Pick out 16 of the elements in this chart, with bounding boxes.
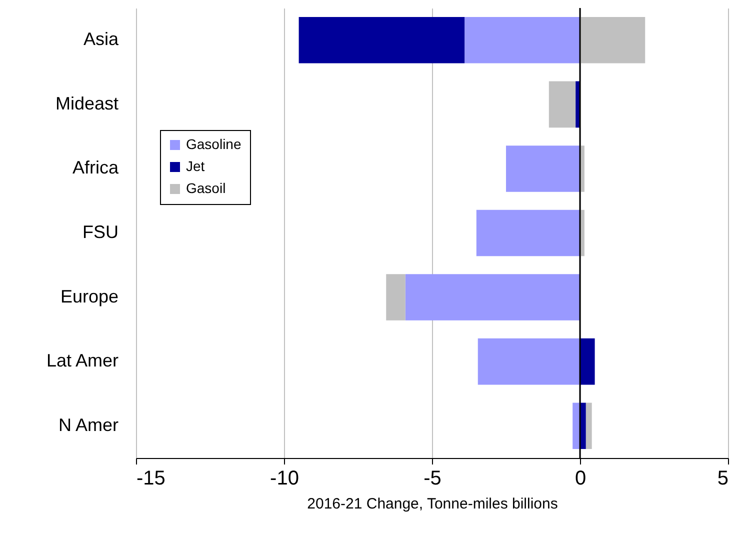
x-tick-label: -15: [136, 468, 166, 490]
y-tick-label: Lat Amer: [46, 350, 118, 371]
x-tick-label: 0: [574, 468, 586, 490]
legend-label: Gasoil: [186, 180, 226, 196]
x-axis-title: 2016-21 Change, Tonne-miles billions: [307, 496, 558, 512]
legend-label: Gasoline: [186, 136, 242, 152]
y-tick-label: Europe: [60, 286, 118, 306]
y-tick-label: Mideast: [55, 93, 118, 114]
y-tick-label: Asia: [83, 29, 120, 50]
x-tick-label: 5: [717, 468, 728, 490]
x-tick-label: -5: [424, 468, 442, 490]
legend-label: Jet: [186, 158, 205, 174]
y-tick-label: Africa: [72, 158, 120, 178]
x-tick-label: -10: [270, 468, 299, 490]
y-tick-label: N Amer: [58, 414, 118, 435]
y-tick-label: FSU: [82, 222, 118, 242]
